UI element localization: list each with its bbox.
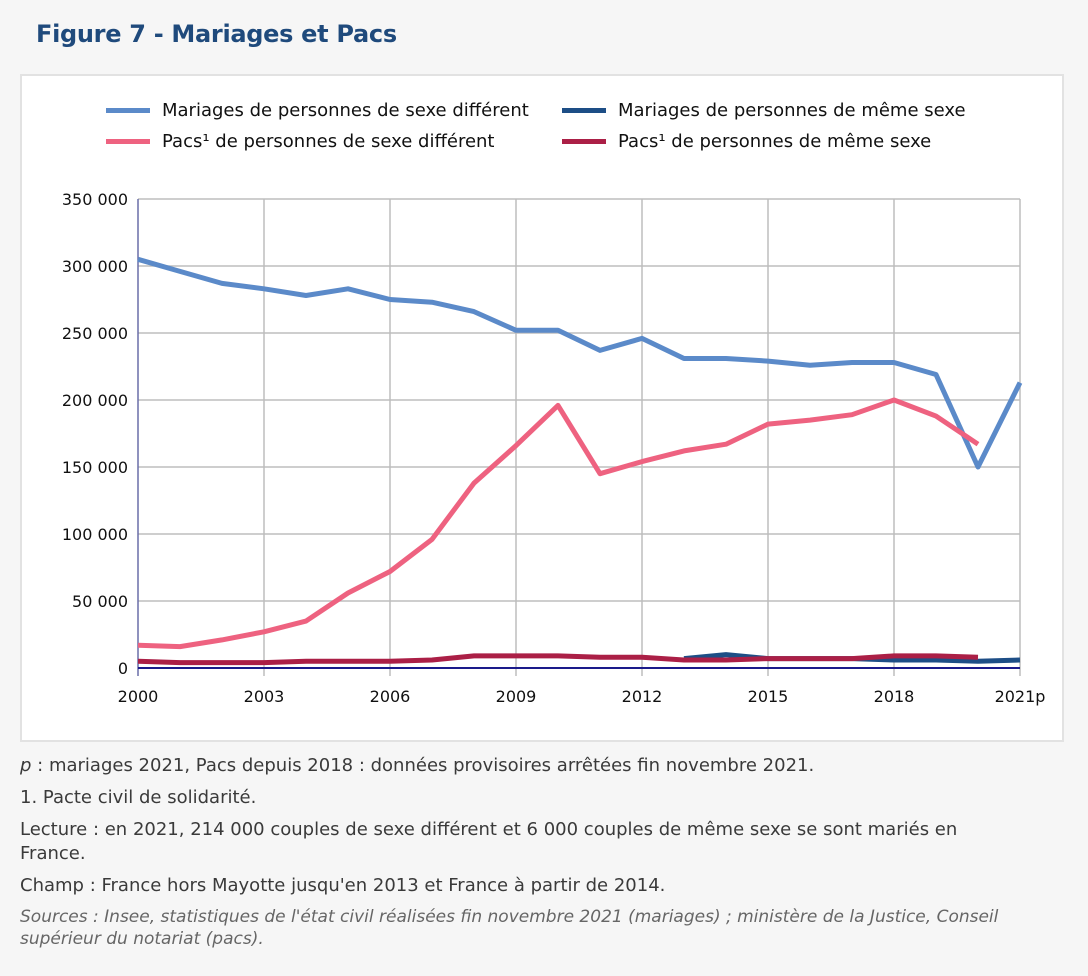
legend-item-mariages-meme-sexe: Mariages de personnes de même sexe: [562, 100, 966, 121]
series: [137, 256, 1023, 666]
note-sources: Sources : Insee, statistiques de l'état …: [20, 907, 999, 949]
y-tick-label: 100 000: [62, 525, 128, 544]
legend-label: Mariages de personnes de sexe différent: [162, 100, 529, 121]
legend-label: Pacs¹ de personnes de même sexe: [618, 131, 932, 152]
axes: 0 50 000 100 000 150 000 200 000 250 000 300 0…: [62, 190, 1046, 706]
x-tick-label: 2003: [244, 687, 285, 706]
legend-swatch: [562, 108, 606, 113]
line-chart: 0 50 000 100 000 150 000 200 000 250 000 300 0…: [62, 190, 1046, 706]
x-tick-label: 2018: [874, 687, 915, 706]
figure-title: Figure 7 - Mariages et Pacs: [36, 20, 397, 48]
x-tick-label: 2006: [370, 687, 411, 706]
figure-notes: p : mariages 2021, Pacs depuis 2018 : do…: [20, 754, 1020, 958]
legend-swatch: [562, 139, 606, 144]
series-line-0: [137, 256, 1023, 470]
x-tick-label: 2021p: [995, 687, 1046, 706]
y-tick-label: 150 000: [62, 458, 128, 477]
grid: [138, 198, 1021, 676]
note-lecture: Lecture : en 2021, 214 000 couples de se…: [20, 819, 958, 864]
y-tick-label: 200 000: [62, 391, 128, 410]
legend-item-pacs-meme-sexe: Pacs¹ de personnes de même sexe: [562, 131, 931, 152]
note-footnote-1: 1. Pacte civil de solidarité.: [20, 787, 257, 808]
y-tick-label: 250 000: [62, 324, 128, 343]
x-tick-label: 2012: [622, 687, 663, 706]
y-tick-label: 300 000: [62, 257, 128, 276]
legend-item-pacs-sexe-different: Pacs¹ de personnes de sexe différent: [106, 131, 495, 152]
x-tick-label: 2015: [748, 687, 789, 706]
legend-item-mariages-sexe-different: Mariages de personnes de sexe différent: [106, 100, 529, 121]
note-p-text: : mariages 2021, Pacs depuis 2018 : donn…: [31, 755, 815, 776]
y-tick-label: 50 000: [72, 592, 128, 611]
note-provisional: p : mariages 2021, Pacs depuis 2018 : do…: [20, 754, 1020, 778]
y-tick-label: 350 000: [62, 190, 128, 209]
note-champ: Champ : France hors Mayotte jusqu'en 201…: [20, 875, 666, 896]
y-tick-label: 0: [118, 659, 128, 678]
legend-swatch: [106, 108, 150, 113]
x-tick-label: 2000: [118, 687, 159, 706]
note-p-symbol: p: [20, 755, 32, 776]
legend-swatch: [106, 139, 150, 144]
legend-label: Mariages de personnes de même sexe: [618, 100, 966, 121]
legend-label: Pacs¹ de personnes de sexe différent: [162, 131, 495, 152]
x-tick-label: 2009: [496, 687, 537, 706]
chart-frame: Mariages de personnes de sexe différent …: [20, 74, 1064, 742]
